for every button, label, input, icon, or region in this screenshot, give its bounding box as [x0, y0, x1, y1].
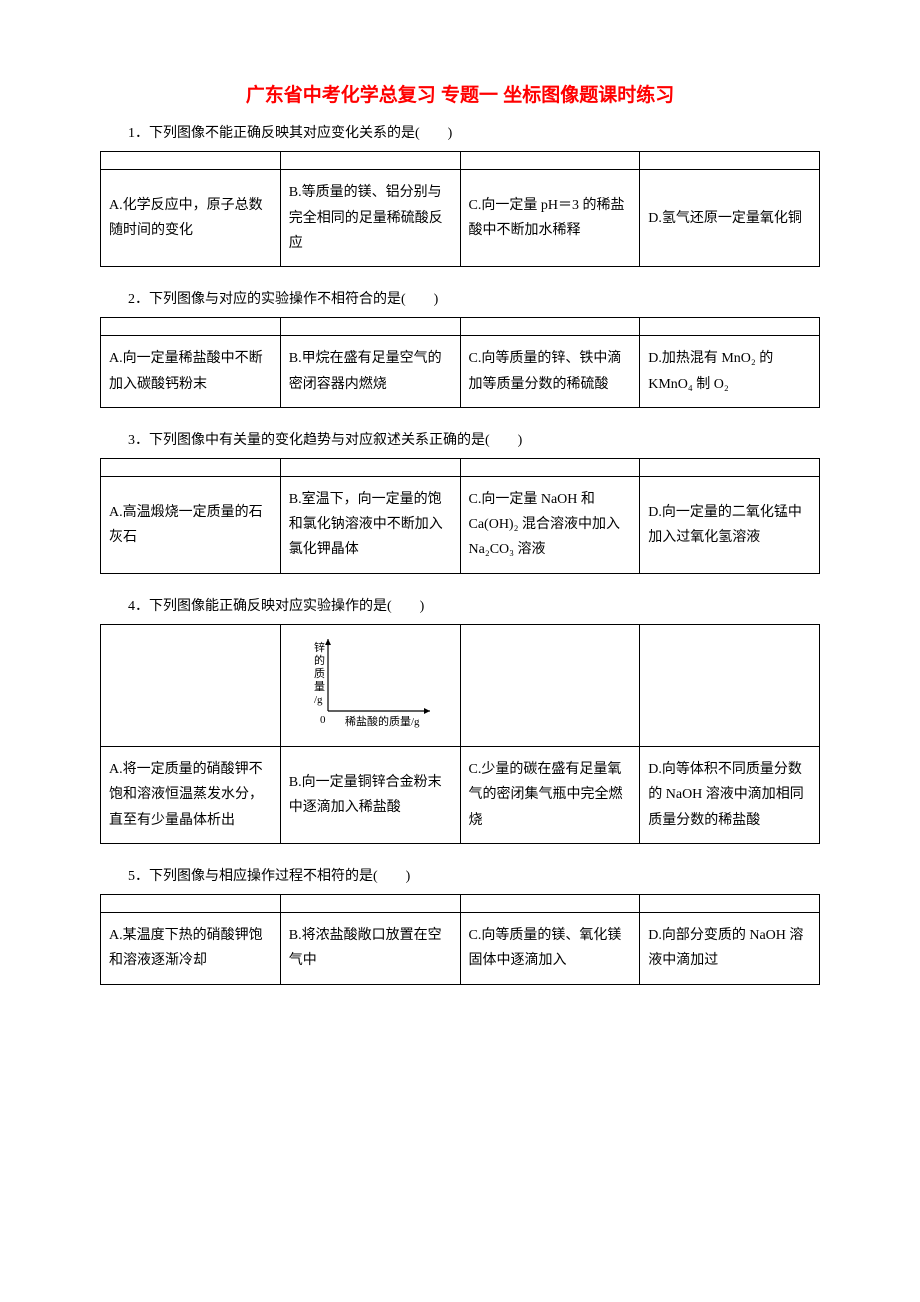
page-title: 广东省中考化学总复习 专题一 坐标图像题课时练习 — [100, 80, 820, 107]
table-row: A.高温煅烧一定质量的石灰石 B.室温下，向一定量的饱和氯化钠溶液中不断加入氯化… — [101, 477, 820, 574]
y-axis-label: 锌 — [314, 640, 325, 654]
blank-cell — [460, 152, 640, 170]
question-1-table: A.化学反应中，原子总数随时间的变化 B.等质量的镁、铝分别与完全相同的足量稀硫… — [100, 151, 820, 267]
table-row: A.化学反应中，原子总数随时间的变化 B.等质量的镁、铝分别与完全相同的足量稀硫… — [101, 170, 820, 267]
table-row: A.向一定量稀盐酸中不断加入碳酸钙粉末 B.甲烷在盛有足量空气的密闭容器内燃烧 … — [101, 336, 820, 407]
blank-cell — [101, 895, 281, 913]
option-cell: B.甲烷在盛有足量空气的密闭容器内燃烧 — [280, 336, 460, 407]
question-4-text: 4．下列图像能正确反映对应实验操作的是( ) — [100, 596, 820, 618]
option-cell: A.化学反应中，原子总数随时间的变化 — [101, 170, 281, 267]
blank-cell — [101, 318, 281, 336]
table-row — [101, 152, 820, 170]
x-axis-label: 稀盐酸的质量/g — [345, 714, 420, 728]
option-cell: B.室温下，向一定量的饱和氯化钠溶液中不断加入氯化钾晶体 — [280, 477, 460, 574]
chart-cell: 锌 的 质 量 /g 0 稀盐酸的质量/g — [280, 625, 460, 747]
blank-cell — [101, 459, 281, 477]
table-row — [101, 318, 820, 336]
blank-cell — [280, 459, 460, 477]
table-row — [101, 895, 820, 913]
y-axis-label: /g — [314, 694, 323, 706]
zinc-mass-chart: 锌 的 质 量 /g 0 稀盐酸的质量/g — [300, 631, 440, 731]
question-5-table: A.某温度下热的硝酸钾饱和溶液逐渐冷却 B.将浓盐酸敞口放置在空气中 C.向等质… — [100, 894, 820, 984]
blank-cell — [640, 152, 820, 170]
blank-cell — [640, 625, 820, 747]
x-arrow-icon — [424, 708, 430, 714]
table-row: A.某温度下热的硝酸钾饱和溶液逐渐冷却 B.将浓盐酸敞口放置在空气中 C.向等质… — [101, 913, 820, 984]
blank-cell — [460, 625, 640, 747]
option-cell: A.高温煅烧一定质量的石灰石 — [101, 477, 281, 574]
table-row: A.将一定质量的硝酸钾不饱和溶液恒温蒸发水分，直至有少量晶体析出 B.向一定量铜… — [101, 747, 820, 844]
option-cell: A.某温度下热的硝酸钾饱和溶液逐渐冷却 — [101, 913, 281, 984]
y-arrow-icon — [325, 639, 331, 645]
option-cell: B.向一定量铜锌合金粉末中逐滴加入稀盐酸 — [280, 747, 460, 844]
blank-cell — [640, 459, 820, 477]
blank-cell — [101, 625, 281, 747]
option-cell: D.向一定量的二氧化锰中加入过氧化氢溶液 — [640, 477, 820, 574]
blank-cell — [640, 895, 820, 913]
origin-label: 0 — [320, 714, 326, 726]
blank-cell — [280, 152, 460, 170]
option-cell: D.向等体积不同质量分数的 NaOH 溶液中滴加相同质量分数的稀盐酸 — [640, 747, 820, 844]
question-2-table: A.向一定量稀盐酸中不断加入碳酸钙粉末 B.甲烷在盛有足量空气的密闭容器内燃烧 … — [100, 317, 820, 407]
table-row — [101, 459, 820, 477]
option-cell: B.等质量的镁、铝分别与完全相同的足量稀硫酸反应 — [280, 170, 460, 267]
option-cell: D.向部分变质的 NaOH 溶液中滴加过 — [640, 913, 820, 984]
blank-cell — [101, 152, 281, 170]
blank-cell — [640, 318, 820, 336]
option-cell: C.少量的碳在盛有足量氧气的密闭集气瓶中完全燃烧 — [460, 747, 640, 844]
blank-cell — [280, 318, 460, 336]
question-5-text: 5．下列图像与相应操作过程不相符的是( ) — [100, 866, 820, 888]
blank-cell — [460, 459, 640, 477]
blank-cell — [280, 895, 460, 913]
question-3-text: 3．下列图像中有关量的变化趋势与对应叙述关系正确的是( ) — [100, 430, 820, 452]
option-cell: D.氢气还原一定量氧化铜 — [640, 170, 820, 267]
option-cell: A.将一定质量的硝酸钾不饱和溶液恒温蒸发水分，直至有少量晶体析出 — [101, 747, 281, 844]
option-cell: C.向等质量的锌、铁中滴加等质量分数的稀硫酸 — [460, 336, 640, 407]
table-row: 锌 的 质 量 /g 0 稀盐酸的质量/g — [101, 625, 820, 747]
option-cell: C.向等质量的镁、氧化镁固体中逐滴加入 — [460, 913, 640, 984]
blank-cell — [460, 895, 640, 913]
option-cell: C.向一定量 NaOH 和 Ca(OH)₂ 混合溶液中加入 Na₂CO₃ 溶液 — [460, 477, 640, 574]
option-cell: B.将浓盐酸敞口放置在空气中 — [280, 913, 460, 984]
option-cell: A.向一定量稀盐酸中不断加入碳酸钙粉末 — [101, 336, 281, 407]
option-cell: C.向一定量 pH＝3 的稀盐酸中不断加水稀释 — [460, 170, 640, 267]
option-cell: D.加热混有 MnO₂ 的 KMnO₄ 制 O₂ — [640, 336, 820, 407]
blank-cell — [460, 318, 640, 336]
question-1-text: 1．下列图像不能正确反映其对应变化关系的是( ) — [100, 123, 820, 145]
y-axis-label: 质 — [314, 667, 325, 680]
y-axis-label: 的 — [314, 653, 325, 667]
question-2-text: 2．下列图像与对应的实验操作不相符合的是( ) — [100, 289, 820, 311]
question-3-table: A.高温煅烧一定质量的石灰石 B.室温下，向一定量的饱和氯化钠溶液中不断加入氯化… — [100, 458, 820, 574]
question-4-table: 锌 的 质 量 /g 0 稀盐酸的质量/g A.将一定质量的硝酸钾不饱和溶液恒温… — [100, 624, 820, 844]
y-axis-label: 量 — [314, 680, 325, 693]
